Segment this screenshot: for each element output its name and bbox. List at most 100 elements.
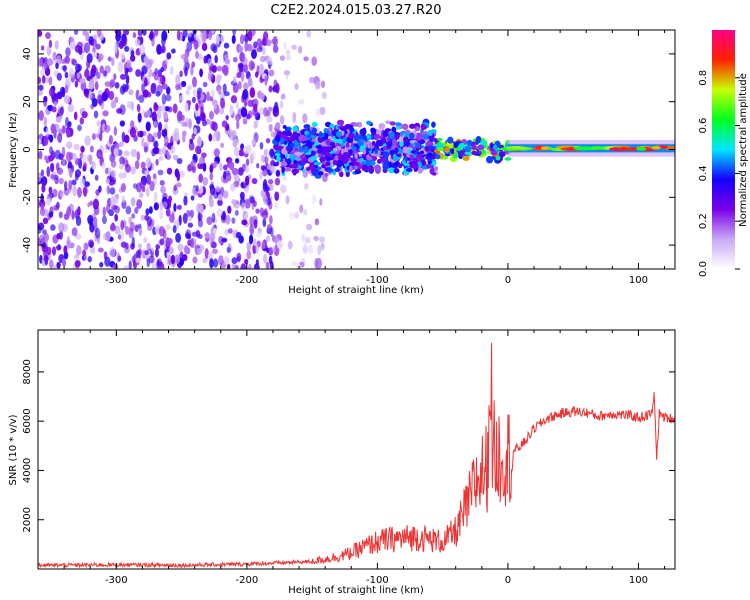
spectrogram-cell (282, 134, 287, 140)
spectrogram-cell (339, 171, 344, 178)
spectrogram-cell (310, 155, 318, 161)
spectrogram-cell (178, 110, 183, 121)
spectrogram-cell (336, 119, 345, 126)
spectrogram-cell (232, 167, 239, 176)
spectrogram-cell (57, 243, 61, 251)
spectrogram-cell (244, 258, 249, 265)
spectrogram-cell (61, 158, 66, 166)
spectrogram-cell (63, 213, 70, 221)
spectrogram-cell (72, 152, 78, 161)
spectrogram-cell (311, 170, 318, 176)
spectrogram-cell (165, 224, 171, 230)
spectrogram-cell (154, 74, 159, 81)
spectrogram-cell (119, 73, 127, 80)
spectrogram-cell (281, 166, 285, 174)
spectrogram-cell (83, 242, 89, 251)
spectrogram-cell (144, 170, 150, 176)
spectrogram-cell (58, 211, 63, 219)
spectrogram-cell (235, 158, 240, 164)
spectrogram-cell (209, 110, 214, 120)
spectrogram-cell (145, 186, 150, 198)
spectrogram-cell (94, 174, 99, 181)
spectrogram-cell (220, 35, 225, 43)
spectrogram-cell (40, 69, 45, 76)
spectrogram-cell (104, 124, 111, 133)
spectrogram-cell (153, 191, 158, 202)
spectrogram-cell (63, 95, 71, 104)
spectrogram-cell (195, 102, 199, 111)
spectrogram-cell (234, 203, 240, 210)
spectrogram-cell (276, 240, 283, 249)
spectrogram-cell (117, 61, 124, 73)
spectrogram-cell (135, 249, 141, 260)
spectrogram-cell (213, 102, 218, 110)
spectrogram-cell (432, 161, 436, 165)
spectrogram-cell (152, 147, 160, 155)
spectrogram-cell (260, 154, 266, 163)
spectrogram-cell (90, 38, 97, 47)
spectrogram-cell (94, 81, 99, 91)
spectrogram-cell (52, 188, 58, 198)
spectrogram-cell (403, 136, 409, 143)
spectrogram-cell (263, 149, 269, 157)
spectrogram-cell (379, 157, 388, 163)
spectrogram-cell (251, 178, 258, 185)
spectrogram-cell (432, 172, 437, 176)
spectrogram-cell (608, 147, 623, 151)
spectrogram-cell (464, 145, 472, 153)
spectrogram-cell (265, 137, 271, 144)
spectrogram-cell (161, 145, 166, 155)
spectrogram-cell (216, 156, 220, 162)
spectrogram-cell (50, 123, 56, 134)
spectrogram-cell (157, 169, 164, 176)
spectrogram-cell (48, 154, 54, 162)
spectrogram-cell (388, 167, 395, 174)
spectrogram-cell (506, 145, 526, 150)
spectrogram-cell (38, 57, 43, 67)
spectrogram-cell (119, 163, 124, 170)
snr-x-tick-label: -100 (366, 575, 389, 586)
spectrogram-cell (122, 37, 126, 43)
spectrogram-cell (158, 148, 163, 156)
spectrogram-x-tick-label: -200 (236, 275, 259, 286)
spectrogram-cell (338, 153, 343, 161)
spectrogram-cell (202, 81, 208, 88)
spectrogram-cell (477, 144, 485, 151)
spectrogram-cell (104, 145, 108, 154)
spectrogram-cell (256, 65, 260, 76)
spectrogram-cell (99, 65, 104, 74)
spectrogram-cell (132, 32, 137, 39)
spectrogram-cell (213, 161, 218, 168)
spectrogram-cell (61, 125, 66, 134)
spectrogram-cell (185, 229, 191, 238)
spectrogram-cell (392, 138, 397, 146)
spectrogram-cell (285, 54, 292, 61)
spectrogram-cell (134, 160, 140, 170)
spectrogram-cell (238, 45, 244, 53)
spectrogram-cell (310, 150, 316, 157)
spectrogram-cell (147, 133, 153, 143)
spectrogram-cell (93, 51, 98, 58)
spectrogram-cell (190, 195, 195, 201)
spectrogram-cell (39, 234, 46, 242)
spectrogram-cell (46, 58, 54, 66)
spectrogram-cell (43, 255, 49, 262)
spectrogram-cell (138, 112, 142, 123)
spectrogram-cell (119, 104, 126, 116)
spectrogram-cell (173, 184, 178, 192)
spectrogram-cell (135, 257, 142, 263)
spectrogram-cell (191, 165, 197, 174)
spectrogram-x-label: Height of straight line (km) (288, 285, 424, 296)
spectrogram-cell (38, 90, 43, 96)
spectrogram-cell (54, 40, 59, 50)
spectrogram-cell (232, 139, 238, 148)
spectrogram-cell (123, 150, 130, 157)
spectrogram-cell (427, 157, 432, 162)
spectrogram-cell (191, 96, 196, 104)
spectrogram-cell (71, 210, 75, 220)
colorbar-label: Normalized spectral amplitude (738, 73, 749, 227)
spectrogram-x-tick-label: -300 (105, 275, 128, 286)
spectrogram-cell (325, 138, 331, 146)
spectrogram-cell (242, 118, 248, 125)
spectrogram-cell (188, 141, 195, 151)
